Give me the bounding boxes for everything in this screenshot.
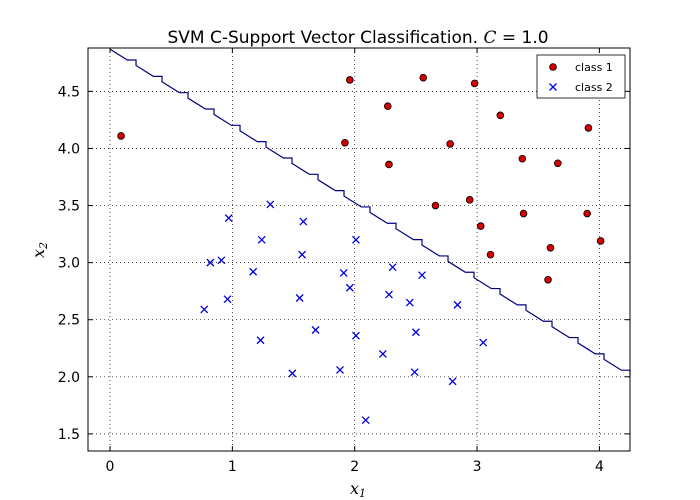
class2-point <box>295 294 304 302</box>
class1-point <box>584 124 593 132</box>
class2-point <box>479 338 488 347</box>
class1-point <box>346 76 354 84</box>
y-tick-label: 2.5 <box>58 313 80 329</box>
legend-marker-class2 <box>549 83 557 91</box>
class1-point <box>546 243 555 252</box>
class1-point <box>518 154 527 163</box>
class2-point <box>411 328 420 337</box>
class2-point <box>200 305 209 314</box>
class1-point <box>470 79 479 88</box>
class1-point <box>476 222 485 230</box>
class2-point <box>448 377 457 386</box>
class1-point <box>596 237 605 245</box>
class2-point <box>453 300 462 309</box>
class1-point <box>117 132 125 140</box>
class2-point <box>223 295 232 304</box>
class2-point <box>224 214 233 223</box>
y-tick-labels: 1.5 2.0 2.5 3.0 3.5 4.0 4.5 <box>58 84 80 442</box>
y-tick-label: 1.5 <box>58 427 80 443</box>
class2-point <box>266 200 275 209</box>
legend-label-class1: class 1 <box>575 61 613 74</box>
class2-point <box>299 217 308 226</box>
class1-point <box>431 201 440 210</box>
class2-point <box>217 256 226 265</box>
plot-area <box>87 47 631 452</box>
x-tick-label: 0 <box>106 459 115 475</box>
class1-point <box>544 275 552 284</box>
legend-box <box>536 54 626 99</box>
class1-point <box>383 102 392 111</box>
class2-point <box>351 331 360 340</box>
plot-background <box>88 48 630 451</box>
class2-point <box>385 290 393 299</box>
legend-label-class2: class 2 <box>575 81 613 94</box>
y-tick-label: 4.5 <box>58 84 80 100</box>
y-tick-label: 3.5 <box>58 199 80 215</box>
class1-point <box>554 159 562 168</box>
class2-point <box>351 235 360 244</box>
class2-point <box>378 350 387 358</box>
class2-point <box>288 369 297 378</box>
legend: class 1 class 2 <box>536 54 626 99</box>
class2-point <box>257 235 266 244</box>
class2-point <box>339 268 348 277</box>
class1-point <box>519 209 528 218</box>
x-tick-label: 2 <box>350 459 359 475</box>
x-tick-labels: 0 1 2 3 4 <box>106 459 604 475</box>
class1-point <box>446 140 454 148</box>
class2-point <box>336 365 344 374</box>
class1-point <box>496 111 505 120</box>
y-tick-label: 4.0 <box>58 141 80 157</box>
x-tick-label: 1 <box>228 459 237 475</box>
class2-point <box>345 283 354 292</box>
class1-point <box>419 73 428 82</box>
y-tick-label: 2.0 <box>58 370 80 386</box>
decision-boundary-layer <box>109 48 631 376</box>
class2-point <box>388 263 397 272</box>
class2-point <box>361 416 370 425</box>
class2-point <box>405 298 414 307</box>
class1-point <box>341 138 349 147</box>
class1-point <box>385 160 393 169</box>
chart-title: SVM C-Support Vector Classification. C =… <box>167 28 548 48</box>
axis-ticks <box>88 48 630 451</box>
class1-point <box>486 250 495 259</box>
class2-point <box>410 368 419 377</box>
class2-point <box>206 258 215 267</box>
points-layer <box>117 73 605 425</box>
class2-point <box>311 326 320 334</box>
class2-point <box>256 336 265 345</box>
class2-point <box>249 267 258 276</box>
legend-marker-class1 <box>549 63 557 71</box>
x-tick-label: 3 <box>473 459 482 475</box>
class2-point <box>298 250 307 259</box>
class1-point <box>583 209 591 218</box>
class1-point <box>465 196 474 204</box>
x-tick-label: 4 <box>595 459 604 475</box>
class2-point <box>418 271 426 280</box>
decision-boundary-line <box>109 48 631 376</box>
y-tick-label: 3.0 <box>58 256 80 272</box>
plot-frame <box>87 47 631 452</box>
